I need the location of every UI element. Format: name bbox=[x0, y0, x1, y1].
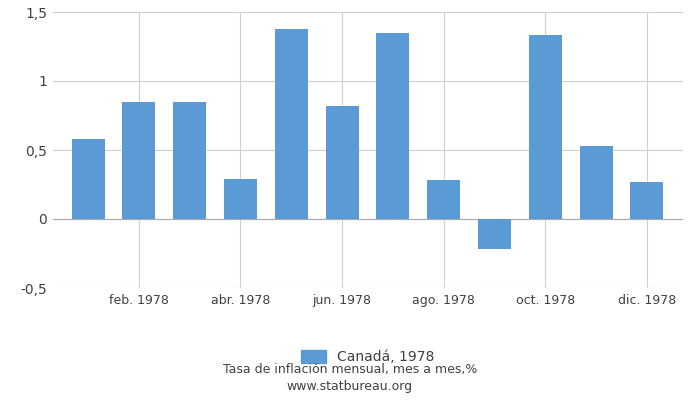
Text: www.statbureau.org: www.statbureau.org bbox=[287, 380, 413, 393]
Bar bbox=[478, 219, 511, 249]
Legend: Canadá, 1978: Canadá, 1978 bbox=[295, 345, 440, 370]
Bar bbox=[580, 146, 612, 219]
Bar bbox=[631, 182, 664, 219]
Bar bbox=[377, 33, 410, 219]
Bar bbox=[122, 102, 155, 219]
Bar bbox=[71, 139, 104, 219]
Text: Tasa de inflación mensual, mes a mes,%: Tasa de inflación mensual, mes a mes,% bbox=[223, 364, 477, 376]
Bar bbox=[173, 102, 206, 219]
Bar bbox=[224, 179, 257, 219]
Bar bbox=[528, 36, 562, 219]
Bar bbox=[326, 106, 358, 219]
Bar bbox=[275, 28, 308, 219]
Bar bbox=[427, 180, 460, 219]
